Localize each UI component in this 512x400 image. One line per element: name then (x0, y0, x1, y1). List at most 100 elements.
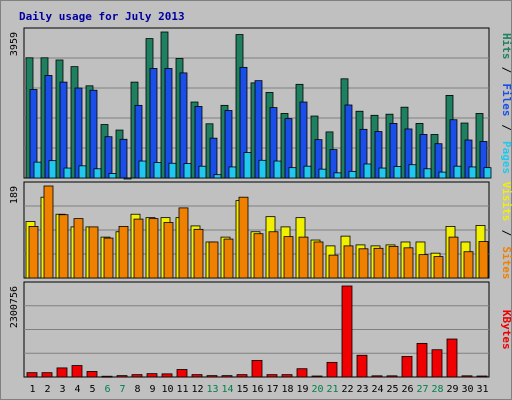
x-tick-label-day-7: 7 (119, 384, 125, 395)
bar-pages-day-22 (348, 170, 357, 179)
bar-sites-day-7 (118, 226, 129, 279)
bar-pages-day-27 (423, 168, 432, 179)
bar-kbytes-day-3 (56, 367, 68, 378)
x-tick-label-day-15: 15 (236, 384, 248, 395)
bar-files-day-24 (374, 131, 383, 179)
bar-kbytes-day-19 (296, 368, 308, 378)
x-tick-label-day-14: 14 (221, 384, 233, 395)
bar-pages-day-15 (243, 152, 252, 179)
bar-sites-day-19 (298, 236, 309, 279)
bar-kbytes-day-26 (401, 356, 413, 378)
bar-sites-day-2 (43, 185, 54, 279)
bar-pages-day-14 (228, 166, 237, 179)
bar-sites-day-17 (268, 231, 279, 279)
x-tick-label-day-8: 8 (134, 384, 140, 395)
x-tick-label-day-9: 9 (149, 384, 155, 395)
bar-kbytes-day-5 (86, 371, 98, 378)
x-tick-label-day-1: 1 (29, 384, 35, 395)
bar-pages-day-9 (153, 162, 162, 179)
bar-kbytes-day-25 (386, 375, 398, 378)
bar-files-day-11 (179, 72, 188, 179)
bar-files-day-16 (254, 80, 263, 179)
chart-title: Daily usage for July 2013 (19, 10, 185, 23)
bar-files-day-10 (164, 68, 173, 179)
bar-files-day-9 (149, 68, 158, 179)
x-tick-label-day-2: 2 (44, 384, 50, 395)
bar-pages-day-2 (48, 160, 57, 179)
x-tick-label-day-19: 19 (296, 384, 308, 395)
bar-pages-day-28 (438, 171, 447, 179)
bar-pages-day-25 (393, 166, 402, 179)
x-tick-label-day-10: 10 (161, 384, 173, 395)
x-tick-label-day-22: 22 (341, 384, 353, 395)
bar-sites-day-3 (58, 214, 69, 279)
bar-pages-day-4 (78, 165, 87, 179)
bar-pages-day-30 (468, 166, 477, 179)
x-tick-label-day-20: 20 (311, 384, 323, 395)
x-tick-label-day-28: 28 (431, 384, 443, 395)
bar-sites-day-1 (28, 226, 39, 279)
bar-sites-day-15 (238, 196, 249, 279)
x-tick-label-day-11: 11 (176, 384, 188, 395)
bar-pages-day-20 (318, 168, 327, 179)
bar-kbytes-day-18 (281, 374, 293, 378)
bar-pages-day-26 (408, 164, 417, 179)
bar-kbytes-day-12 (191, 374, 203, 378)
bar-pages-day-31 (483, 167, 492, 179)
bar-sites-day-12 (193, 228, 204, 279)
bar-sites-day-4 (73, 218, 84, 279)
bar-files-day-19 (299, 101, 308, 179)
panel-sites-visits-ymax-label: 189 (9, 186, 20, 204)
bar-files-day-7 (119, 138, 128, 179)
bar-files-day-17 (269, 107, 278, 179)
bar-pages-day-8 (138, 160, 147, 179)
bar-kbytes-day-13 (206, 375, 218, 378)
bar-files-day-22 (344, 104, 353, 179)
bar-files-day-21 (329, 149, 338, 179)
bar-files-day-26 (404, 128, 413, 179)
x-tick-label-day-25: 25 (386, 384, 398, 395)
bar-sites-day-20 (313, 241, 324, 279)
legend-visits: Visits (500, 182, 512, 222)
legend-separator: / (500, 230, 512, 237)
bar-sites-day-9 (148, 218, 159, 279)
bar-sites-day-5 (88, 226, 99, 279)
bar-sites-day-6 (103, 237, 114, 279)
bar-kbytes-day-27 (416, 342, 428, 378)
legend-hits: Hits (500, 33, 512, 60)
x-tick-label-day-5: 5 (89, 384, 95, 395)
bar-kbytes-day-16 (251, 359, 263, 378)
bar-sites-day-21 (328, 254, 339, 279)
bar-sites-day-25 (388, 245, 399, 279)
bar-files-day-8 (134, 104, 143, 179)
bar-sites-day-16 (253, 233, 264, 279)
x-tick-label-day-31: 31 (476, 384, 488, 395)
bar-sites-day-18 (283, 236, 294, 279)
bar-files-day-23 (359, 128, 368, 179)
bar-kbytes-day-31 (476, 375, 488, 378)
x-tick-label-day-17: 17 (266, 384, 278, 395)
bar-kbytes-day-15 (236, 374, 248, 378)
bar-files-day-12 (194, 106, 203, 179)
bar-sites-day-31 (478, 241, 489, 279)
bar-kbytes-day-17 (266, 374, 278, 378)
bar-kbytes-day-11 (176, 369, 188, 378)
bar-kbytes-day-2 (41, 372, 53, 378)
bar-pages-day-24 (378, 167, 387, 179)
x-tick-label-day-16: 16 (251, 384, 263, 395)
x-tick-label-day-21: 21 (326, 384, 338, 395)
bar-files-day-28 (434, 143, 443, 179)
panel-hits-files-pages-ymax-label: 3959 (9, 32, 20, 56)
bar-sites-day-22 (343, 245, 354, 279)
bar-pages-day-18 (288, 167, 297, 179)
x-tick-label-day-13: 13 (206, 384, 218, 395)
bar-kbytes-day-14 (221, 375, 233, 378)
legend-separator: / (500, 124, 512, 131)
bar-sites-day-24 (373, 247, 384, 279)
bar-pages-day-23 (363, 163, 372, 179)
x-tick-label-day-26: 26 (401, 384, 413, 395)
x-tick-label-day-24: 24 (371, 384, 383, 395)
bar-kbytes-day-22 (341, 285, 353, 378)
x-tick-label-day-4: 4 (74, 384, 80, 395)
bar-pages-day-1 (33, 161, 42, 179)
